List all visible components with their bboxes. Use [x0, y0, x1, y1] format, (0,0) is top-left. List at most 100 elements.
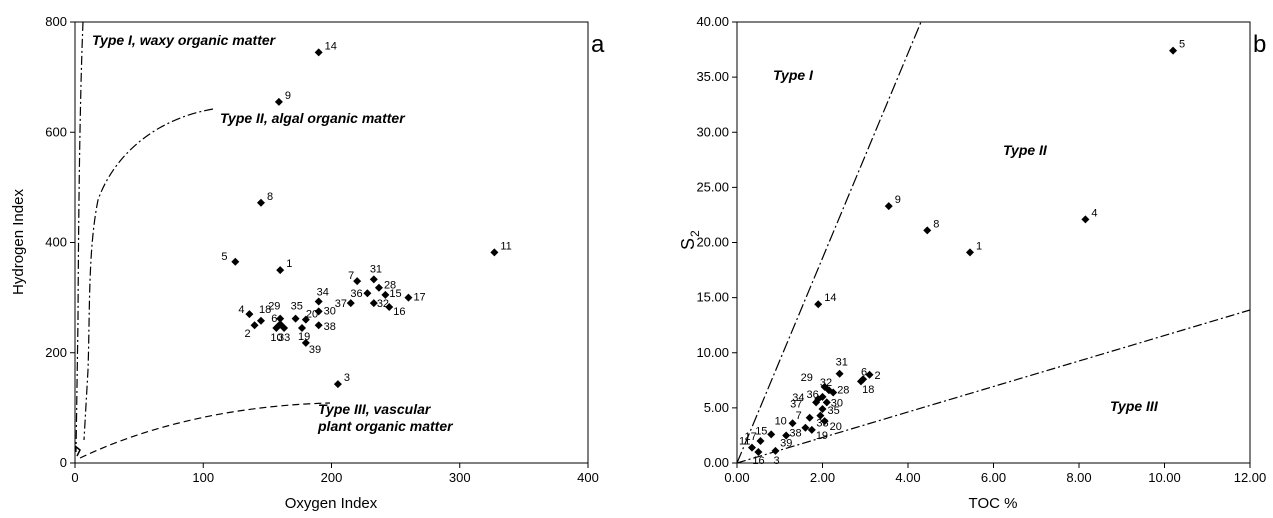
data-point-label: 28 [837, 384, 849, 396]
data-point [314, 48, 323, 57]
data-point-label: 31 [836, 357, 848, 369]
data-point [884, 202, 893, 211]
data-point-label: 14 [824, 292, 836, 304]
type-ii-iii-boundary-b [736, 309, 1251, 464]
data-point [363, 289, 372, 298]
panel-letter-a: a [591, 31, 605, 58]
x-tick-label: 0.00 [724, 470, 749, 485]
data-point [385, 302, 394, 311]
data-point-label: 28 [384, 280, 396, 292]
data-point [374, 283, 383, 292]
data-point-label: 8 [933, 218, 939, 230]
panel-letter-b: b [1253, 31, 1266, 58]
data-point-label: 37 [335, 298, 347, 310]
data-point [807, 425, 816, 434]
annotation-type-i-a: Type I, waxy organic matter [92, 32, 277, 48]
data-point [865, 370, 874, 379]
x-axis-title-a: Oxygen Index [285, 495, 378, 512]
data-point-label: 6 [271, 313, 277, 325]
data-point [353, 277, 362, 286]
data-point [298, 323, 307, 332]
data-point [754, 447, 763, 456]
data-point-label: 19 [816, 430, 828, 442]
type-ii-boundary-a [83, 108, 214, 441]
annotation-type-i-b: Type I [773, 67, 814, 83]
data-point [490, 248, 499, 257]
annotation-type-ii-b: Type II [1003, 142, 1048, 158]
data-point-label: 18 [259, 304, 271, 316]
data-point [816, 411, 825, 420]
x-tick-label: 8.00 [1066, 470, 1091, 485]
annotation-type-iii-a: Type III, vascular [318, 401, 432, 417]
data-point-label: 2 [245, 328, 251, 340]
y-tick-label: 400 [45, 235, 67, 250]
data-point [788, 419, 797, 428]
data-point [767, 430, 776, 439]
annotation-type-ii-a: Type II, algal organic matter [220, 110, 406, 126]
data-point [301, 338, 310, 347]
data-point [805, 413, 814, 422]
x-tick-label: 6.00 [981, 470, 1006, 485]
data-point [782, 431, 791, 440]
y-tick-label: 600 [45, 124, 67, 139]
data-point [256, 316, 265, 325]
data-point-label: 16 [393, 306, 405, 318]
data-point-label: 3 [773, 455, 779, 467]
ticks-a: 0 100 200 300 400 0 200 400 600 800 [45, 14, 599, 485]
data-point [256, 198, 265, 207]
data-point [771, 446, 780, 455]
x-tick-label: 4.00 [895, 470, 920, 485]
x-tick-label: 200 [321, 470, 343, 485]
ticks-b: 0.00 2.00 4.00 6.00 8.00 10.00 12.00 0.00 5.00 10… [696, 14, 1266, 485]
data-point-label: 6 [861, 366, 867, 378]
data-point [822, 398, 831, 407]
data-point [814, 300, 823, 309]
type-i-ii-boundary-b [736, 21, 922, 464]
x-tick-label: 12.00 [1234, 470, 1267, 485]
y-tick-label: 20.00 [696, 235, 729, 250]
data-point [835, 369, 844, 378]
data-point-label: 7 [796, 410, 802, 422]
data-point [314, 321, 323, 330]
data-point [250, 321, 259, 330]
data-point-label: 9 [285, 90, 291, 102]
data-point-label: 2 [875, 370, 881, 382]
data-point [756, 436, 765, 445]
data-point [820, 417, 829, 426]
y-tick-label: 5.00 [704, 400, 729, 415]
data-point-label: 33 [278, 332, 290, 344]
y-axis-title-b-main: S [678, 238, 698, 250]
data-point [280, 323, 289, 332]
data-point-label: 30 [831, 397, 843, 409]
y-tick-label: 0 [60, 455, 67, 470]
data-point-label: 20 [830, 421, 842, 433]
data-point-label: 7 [348, 270, 354, 282]
data-point [276, 314, 285, 323]
data-point [291, 314, 300, 323]
data-point-label: 10 [775, 415, 787, 427]
data-point-label: 8 [267, 191, 273, 203]
origin-cluster-a [74, 445, 81, 457]
data-point-label: 17 [745, 431, 757, 443]
x-tick-label: 300 [449, 470, 471, 485]
y-tick-label: 0.00 [704, 455, 729, 470]
data-point-label: 10 [270, 332, 282, 344]
data-point-label: 31 [370, 263, 382, 275]
data-point-label: 35 [291, 301, 303, 313]
data-point [812, 398, 821, 407]
data-point-label: 39 [780, 437, 792, 449]
data-point-label: 38 [324, 321, 336, 333]
data-point [274, 97, 283, 106]
data-point-label: 35 [828, 405, 840, 417]
data-point [314, 307, 323, 316]
data-point-label: 15 [755, 425, 767, 437]
data-point [381, 290, 390, 299]
y-tick-label: 200 [45, 345, 67, 360]
x-tick-label: 10.00 [1148, 470, 1181, 485]
data-point-label: 20 [306, 309, 318, 321]
data-point [1169, 46, 1178, 55]
data-point-label: 36 [350, 288, 362, 300]
data-point [272, 323, 281, 332]
data-point-label: 34 [317, 286, 329, 298]
